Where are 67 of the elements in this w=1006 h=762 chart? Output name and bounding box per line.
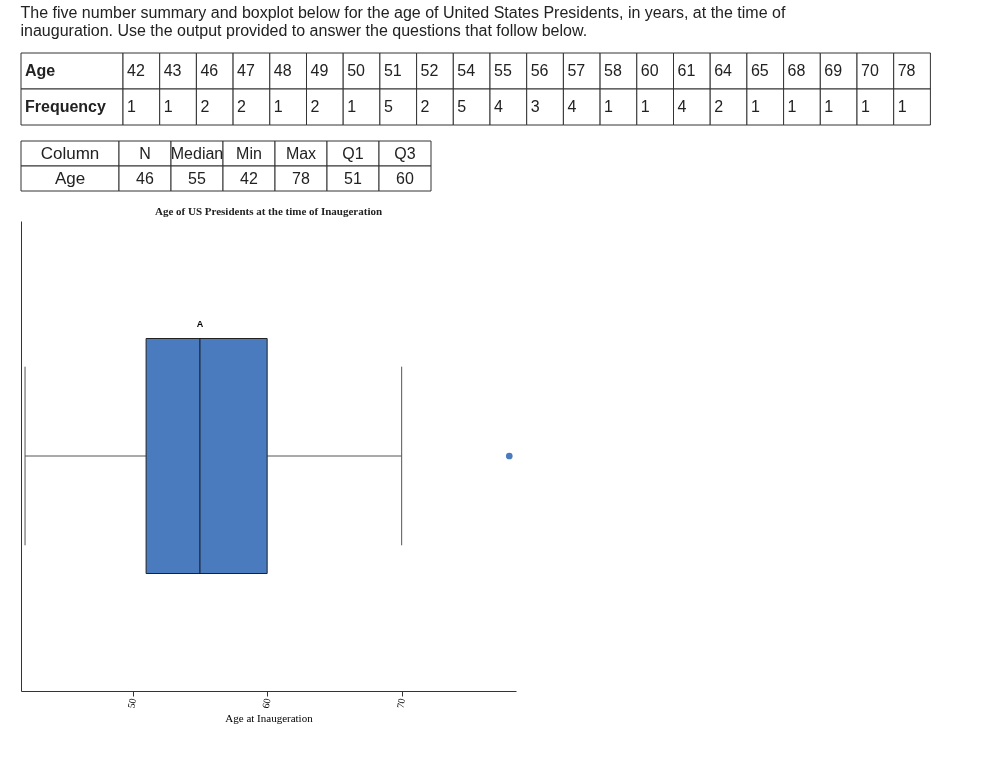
category-label: 43 [163,62,182,79]
text: Age [25,62,56,79]
category-label: Q3 [394,144,416,162]
category-label: 47 [237,62,255,79]
data-label: 1 [897,98,907,115]
data-label: 1 [347,98,357,115]
category-label: 57 [567,62,586,79]
category-label: 58 [604,62,622,79]
data-label: 60 [396,169,414,187]
x-axis-title: Age at Inaugeration [225,712,314,725]
data-label: 42 [240,169,258,187]
data-label: 2 [200,98,210,115]
data-label: 51 [344,169,362,187]
data-label: 46 [136,169,154,187]
x-tick-label: 50 [125,697,139,710]
category-label: 68 [787,62,806,79]
data-label: 5 [383,98,393,115]
category-label: 65 [750,62,769,79]
data-label: 2 [714,98,724,115]
category-label: Median [170,144,224,162]
annotation: A [196,319,204,330]
data-label: 1 [273,98,283,115]
data-label: 1 [861,98,870,115]
category-label: 56 [530,62,549,79]
category-label: 55 [494,62,512,79]
category-label: 49 [310,62,329,79]
x-tick-label: 70 [394,697,408,710]
category-label: 42 [127,62,145,79]
data-label: 1 [824,98,834,115]
category-label: 54 [457,62,476,79]
text: Age [54,168,86,188]
category-label: 60 [640,62,659,79]
data-label: 1 [604,98,614,115]
data-label: 78 [292,169,310,187]
data-label: 55 [188,169,206,187]
data-label: 4 [567,98,577,115]
category-label: 69 [824,62,843,79]
category-label: 50 [347,62,366,79]
data-label: 2 [310,98,320,115]
data-label: 1 [787,98,797,115]
category-label: Q1 [342,144,364,162]
data-label: 2 [420,98,430,115]
data-label: 1 [750,98,760,115]
text: Column [40,143,100,163]
category-label: 78 [897,62,916,79]
data-label: 5 [457,98,467,115]
data-label: 3 [530,98,540,115]
data-label: 4 [677,98,687,115]
category-label: 51 [383,62,402,79]
category-label: N [139,144,151,162]
category-label: 48 [273,62,292,79]
text: Frequency [25,98,107,115]
x-tick-label: 60 [260,697,273,710]
category-label: 52 [420,62,439,79]
data-label: 4 [494,98,503,115]
category-label: 70 [861,62,879,79]
category-label: 61 [677,62,696,79]
data-label: 2 [237,98,247,115]
chart-title: Age of US Presidents at the time of Inaugeration [154,205,383,217]
category-label: 64 [714,62,733,79]
text: The five number summary and boxplot below for the age of United States Presidents, in years, at the time of inauguration. Use the output provided to answer the questions that follow below. [20,3,786,39]
data-label: 1 [127,98,136,115]
category-label: Max [285,144,317,162]
data-label: 1 [640,98,650,115]
data-label: 1 [163,98,173,115]
category-label: 46 [200,62,219,79]
category-label: Min [236,144,262,162]
